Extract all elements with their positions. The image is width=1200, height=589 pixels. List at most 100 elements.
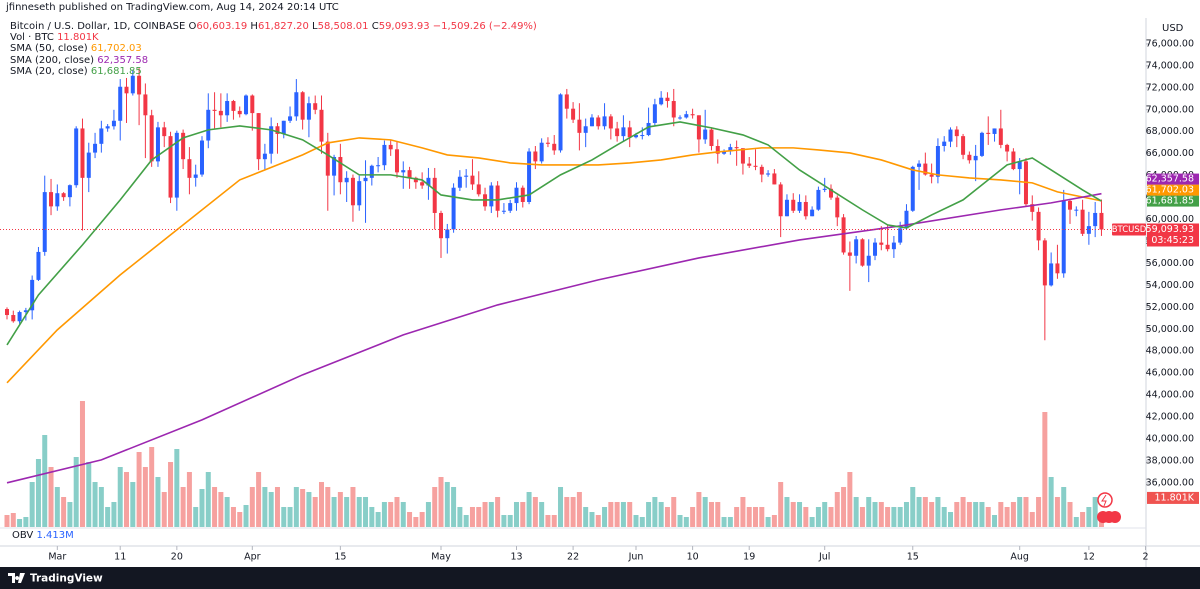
candle-body bbox=[36, 251, 41, 280]
candle-body bbox=[508, 203, 513, 211]
candle-body bbox=[1042, 240, 1047, 286]
candle-body bbox=[527, 151, 532, 202]
legend-sma-row: SMA (200, close) 62,357.58 bbox=[10, 55, 537, 66]
candle-body bbox=[1099, 212, 1104, 230]
candle-body bbox=[791, 199, 796, 211]
candle-body bbox=[439, 212, 444, 239]
x-tick-label: 15 bbox=[334, 552, 346, 563]
legend-value: 61,702.03 bbox=[90, 43, 142, 55]
volume-bar bbox=[897, 507, 903, 527]
candle-body bbox=[898, 228, 903, 243]
footer-bar bbox=[0, 567, 1200, 589]
candle-body bbox=[810, 209, 815, 217]
candle-body bbox=[954, 129, 959, 137]
volume-bar bbox=[61, 497, 67, 527]
candle-body bbox=[684, 114, 689, 118]
candle-body bbox=[206, 109, 211, 141]
volume-bar bbox=[344, 497, 350, 527]
change: −1,509.26 (−2.49%) bbox=[432, 21, 537, 32]
volume-bar bbox=[149, 447, 155, 527]
candle-body bbox=[520, 187, 525, 202]
volume-bar bbox=[457, 507, 463, 527]
candle-body bbox=[281, 120, 286, 134]
candle-body bbox=[835, 197, 840, 218]
volume-bar bbox=[966, 502, 972, 527]
candle-body bbox=[61, 193, 66, 198]
volume-bar bbox=[73, 457, 79, 527]
ohlc-key: H bbox=[250, 21, 258, 32]
volume-bar bbox=[10, 513, 16, 527]
volume-bar bbox=[256, 472, 262, 527]
legend: Bitcoin / U.S. Dollar, 1D, COINBASE O60,… bbox=[10, 21, 537, 77]
volume-bar bbox=[67, 502, 73, 527]
candle-body bbox=[690, 114, 695, 116]
sma-tag-label: 62,357.58 bbox=[1146, 174, 1194, 185]
volume-bar bbox=[627, 502, 633, 527]
volume-bar bbox=[614, 502, 620, 527]
volume-tag bbox=[1147, 491, 1199, 504]
volume-bar bbox=[570, 497, 576, 527]
volume-bar bbox=[1092, 497, 1098, 527]
candle-body bbox=[23, 310, 28, 313]
candle-body bbox=[715, 146, 720, 154]
candle-body bbox=[803, 201, 808, 217]
volume-bar bbox=[331, 497, 337, 527]
volume-bar bbox=[954, 502, 960, 527]
volume-bar bbox=[602, 507, 608, 527]
volume-bar bbox=[935, 497, 941, 527]
volume-bar bbox=[1086, 507, 1092, 527]
candle-body bbox=[67, 185, 72, 198]
volume-bar bbox=[526, 492, 532, 527]
legend-value: 11.801K bbox=[57, 32, 99, 44]
volume-bar bbox=[841, 487, 847, 527]
candle-body bbox=[917, 163, 922, 167]
volume-bar bbox=[476, 507, 482, 527]
x-tick-label: May bbox=[431, 552, 451, 563]
x-tick-label: 15 bbox=[907, 552, 919, 563]
volume-bar bbox=[639, 517, 645, 527]
x-tick-label: 19 bbox=[743, 552, 755, 563]
candle-body bbox=[910, 166, 915, 211]
volume-bar bbox=[941, 507, 947, 527]
volume-bar bbox=[746, 507, 752, 527]
candle-body bbox=[30, 279, 35, 311]
candle-body bbox=[275, 126, 280, 134]
volume-bar bbox=[690, 507, 696, 527]
legend-name: SMA (50, close) bbox=[10, 43, 88, 55]
obv-legend: OBV 1.413M bbox=[12, 530, 74, 541]
candle-body bbox=[17, 312, 22, 322]
volume-bar bbox=[381, 502, 387, 527]
volume-bar bbox=[230, 507, 236, 527]
volume-bar bbox=[300, 489, 306, 527]
y-tick-label: 70,000.00 bbox=[1146, 104, 1194, 115]
volume-bar bbox=[186, 472, 192, 527]
volume-bar bbox=[551, 515, 557, 527]
volume-bar bbox=[903, 502, 909, 527]
volume-bar bbox=[834, 492, 840, 527]
candle-body bbox=[262, 153, 267, 160]
candle-body bbox=[841, 217, 846, 253]
volume-bar bbox=[948, 512, 953, 527]
candle-body bbox=[634, 135, 638, 138]
candle-body bbox=[885, 244, 890, 250]
candle-body bbox=[564, 94, 569, 109]
candle-body bbox=[464, 175, 469, 177]
volume-bar bbox=[117, 467, 123, 527]
volume-bar bbox=[224, 497, 230, 527]
candle-body bbox=[923, 163, 928, 175]
volume-bar bbox=[407, 512, 413, 527]
y-tick-label: 76,000.00 bbox=[1146, 38, 1194, 49]
candle-body bbox=[325, 141, 330, 176]
ohlc-value: 61,827.20 bbox=[257, 21, 309, 32]
candle-body bbox=[558, 94, 563, 151]
y-tick-label: 74,000.00 bbox=[1146, 60, 1194, 71]
candle-body bbox=[703, 129, 708, 140]
candle-body bbox=[300, 92, 305, 120]
volume-bar bbox=[727, 517, 733, 527]
candle-body bbox=[646, 122, 651, 136]
candle-body bbox=[470, 175, 475, 185]
candle-body bbox=[445, 229, 450, 239]
x-tick-label: Mar bbox=[48, 552, 66, 563]
candle-body bbox=[1011, 151, 1016, 170]
